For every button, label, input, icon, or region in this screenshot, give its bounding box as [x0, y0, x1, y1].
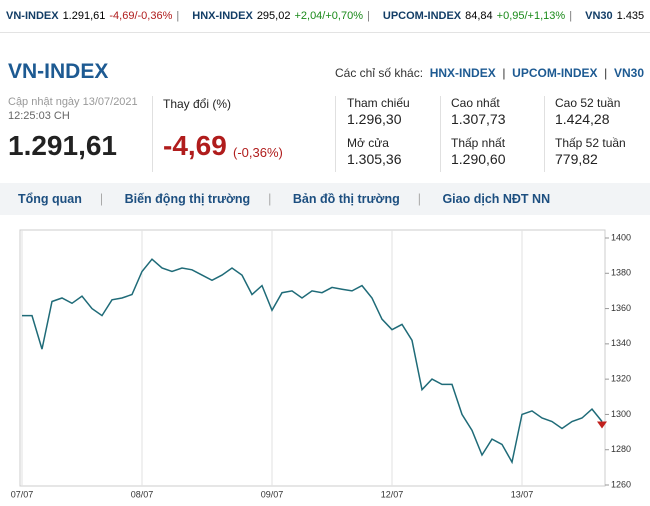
x-tick-label: 09/07: [261, 489, 284, 499]
separator: |: [99, 192, 104, 206]
y-tick-label: 1300: [611, 409, 631, 419]
ticker-value: 1.291,61: [62, 10, 106, 22]
ticker-change: +2,04/+0,70%: [294, 10, 363, 22]
stat-value: 1.296,30: [347, 111, 402, 127]
chart: 1260 1280 1300 1320 1340 1360 1380 1400 07/07 08/…: [11, 229, 631, 499]
y-tick-label: 1260: [611, 479, 631, 489]
stat-label: Cao 52 tuần: [555, 96, 621, 110]
index-value: 1.291,61: [8, 130, 117, 161]
others-label: Các chỉ số khác:: [334, 66, 424, 80]
separator: |: [569, 10, 573, 22]
x-tick-label: 13/07: [511, 489, 534, 499]
y-tick-label: 1400: [611, 232, 631, 242]
stat-label: Cao nhất: [451, 96, 500, 110]
separator: |: [417, 192, 421, 206]
divider: [544, 96, 545, 172]
y-tick-label: 1320: [611, 374, 631, 384]
stat-value: 1.290,60: [451, 151, 506, 167]
x-tick-label: 12/07: [381, 489, 404, 499]
stat-value: 779,82: [555, 151, 598, 167]
ticker-value: 1.435: [616, 10, 645, 22]
ticker-change: +0,95/+1,13%: [496, 10, 566, 22]
divider: [152, 96, 153, 172]
ticker-bar: VN-INDEX 1.291,61 -4,69/-0,36% | HNX-INDEX 2…: [0, 0, 650, 33]
y-tick-label: 1340: [611, 338, 631, 348]
index-link[interactable]: HNX-INDEX: [429, 66, 496, 80]
stat-value: 1.305,36: [347, 151, 402, 167]
updated-label: Cập nhật ngày 13/07/2021: [8, 96, 138, 108]
tab[interactable]: Bản đồ thị trường: [292, 192, 400, 206]
x-tick-label: 07/07: [11, 489, 34, 499]
stat-value: 1.424,28: [555, 111, 610, 127]
other-indices: Các chỉ số khác: HNX-INDEX | UPCOM-INDEX…: [334, 66, 644, 80]
tab[interactable]: Biến động thị trường: [124, 192, 251, 206]
ticker-value: 295,02: [256, 10, 291, 22]
updated-time: 12:25:03 CH: [8, 110, 70, 122]
stat-value: 1.307,73: [451, 111, 506, 127]
index-link[interactable]: VN30: [613, 66, 644, 80]
plot-area: [19, 229, 606, 487]
y-tick-label: 1280: [611, 444, 631, 454]
x-tick-label: 08/07: [131, 489, 154, 499]
ticker-name[interactable]: HNX-INDEX: [192, 10, 253, 22]
last-price-arrow: [597, 421, 607, 429]
tab-bar: Tổng quan | Biến động thị trường | Bản đồ …: [0, 183, 650, 215]
separator: |: [366, 10, 370, 22]
index-link[interactable]: UPCOM-INDEX: [512, 66, 598, 80]
ticker-name[interactable]: VN30: [585, 10, 613, 22]
stat-label: Thấp nhất: [451, 136, 506, 150]
change-label: Thay đổi (%): [163, 97, 232, 111]
tab[interactable]: Giao dịch NĐT NN: [442, 192, 551, 206]
stat-label: Mở cửa: [347, 136, 389, 150]
change-pct: (-0,36%): [233, 145, 283, 160]
stat-label: Thấp 52 tuần: [555, 136, 626, 150]
stat-label: Tham chiếu: [347, 96, 410, 110]
tab[interactable]: Tổng quan: [18, 192, 82, 206]
y-tick-label: 1360: [611, 303, 631, 313]
separator: |: [268, 192, 272, 206]
divider: [335, 96, 336, 172]
price-line: [22, 258, 603, 465]
ticker-name[interactable]: UPCOM-INDEX: [382, 10, 462, 22]
ticker-value: 84,84: [465, 10, 493, 22]
ticker-change: -4,69/-0,36%: [109, 10, 173, 22]
ticker-name[interactable]: VN-INDEX: [6, 10, 59, 22]
y-tick-label: 1380: [611, 268, 631, 278]
change-value: -4,69: [163, 130, 227, 161]
divider: [440, 96, 441, 172]
separator: |: [176, 10, 180, 22]
page-title: VN-INDEX: [8, 60, 109, 83]
